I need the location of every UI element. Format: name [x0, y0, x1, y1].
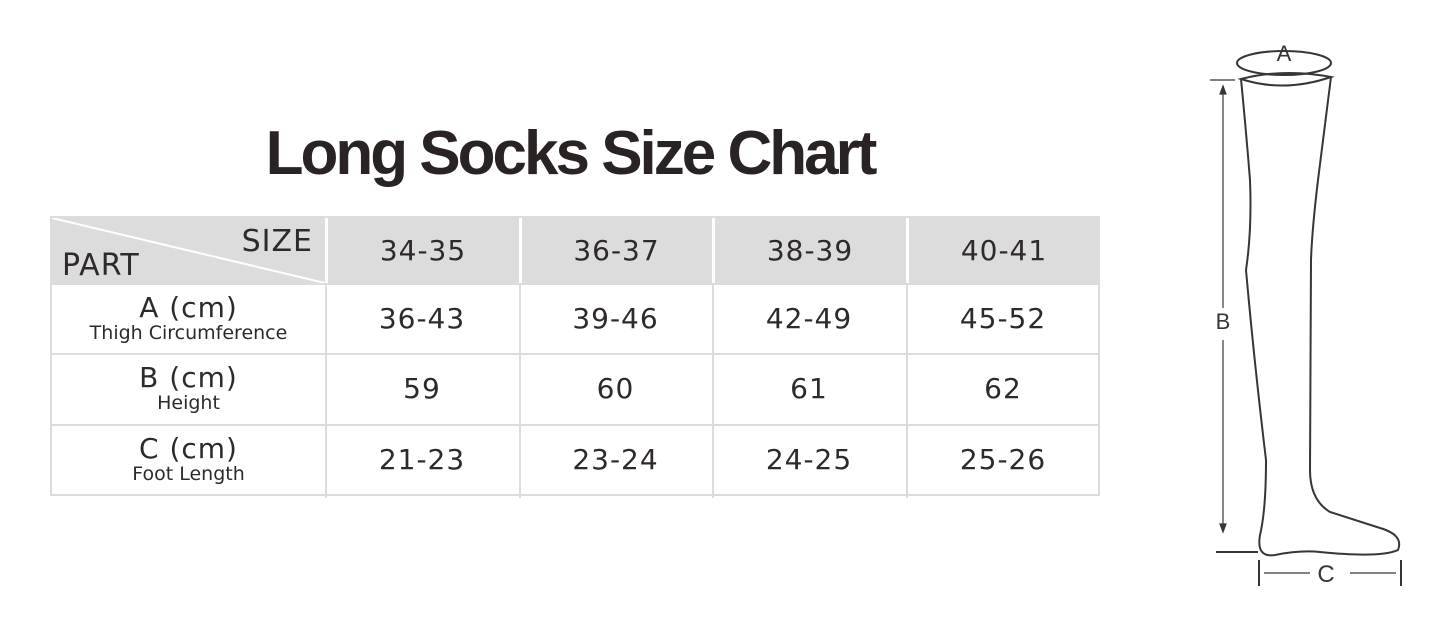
- label-a: A: [1277, 41, 1292, 66]
- value-cell: 62: [984, 372, 1022, 405]
- header-divider: [906, 218, 909, 283]
- value-cell: 39-46: [572, 301, 659, 335]
- corner-part-label: PART: [62, 248, 140, 283]
- corner-header-cell: SIZE PART: [52, 218, 325, 283]
- part-sublabel: Foot Length: [132, 462, 245, 485]
- header-divider: [325, 218, 328, 283]
- value-cell: 36-43: [378, 301, 466, 335]
- sock-outline: [1240, 76, 1401, 557]
- part-sublabel: Height: [157, 392, 220, 414]
- row-divider: [52, 353, 1098, 355]
- part-label: B (cm): [139, 361, 238, 394]
- corner-size-label: SIZE: [241, 224, 313, 259]
- value-cell: 60: [596, 372, 635, 405]
- value-cell: 59: [403, 372, 441, 405]
- value-cell: 23-24: [572, 442, 659, 476]
- row-label-cell: C (cm) Foot Length: [52, 424, 325, 494]
- size-table: SIZE PART 34-35 36-37 38-39 40-41 A (cm) Thi…: [50, 216, 1100, 498]
- thigh-circumference-ellipse: [1236, 50, 1332, 76]
- sock-diagram: A B C: [1210, 41, 1402, 588]
- part-label: C (cm): [139, 431, 238, 465]
- part-label: A (cm): [139, 290, 238, 324]
- value-cell: 21-23: [378, 442, 466, 476]
- header-divider: [519, 218, 522, 283]
- value-cell: 25-26: [959, 442, 1047, 476]
- value-cell: 45-52: [959, 301, 1047, 335]
- value-cell: 24-25: [765, 442, 853, 476]
- column-divider: [712, 283, 714, 498]
- size-header-cell: 40-41: [908, 218, 1100, 283]
- column-divider: [325, 283, 327, 498]
- column-divider: [906, 283, 908, 498]
- size-header-cell: 34-35: [327, 218, 519, 283]
- corner-diagonal-line: [52, 218, 325, 283]
- row-label-cell: B (cm) Height: [52, 353, 325, 424]
- row-divider: [52, 283, 1098, 285]
- value-cell: 61: [790, 372, 828, 405]
- size-header-cell: 36-37: [521, 218, 712, 283]
- row-divider: [52, 424, 1098, 426]
- size-header-cell: 38-39: [714, 218, 906, 283]
- column-divider: [519, 283, 521, 498]
- row-label-cell: A (cm) Thigh Circumference: [52, 283, 325, 353]
- header-divider: [712, 218, 715, 283]
- label-b: B: [1216, 309, 1231, 334]
- label-c: C: [1317, 561, 1334, 588]
- part-sublabel: Thigh Circumference: [89, 321, 288, 344]
- page-title: Long Socks Size Chart: [265, 119, 878, 188]
- value-cell: 42-49: [765, 301, 853, 335]
